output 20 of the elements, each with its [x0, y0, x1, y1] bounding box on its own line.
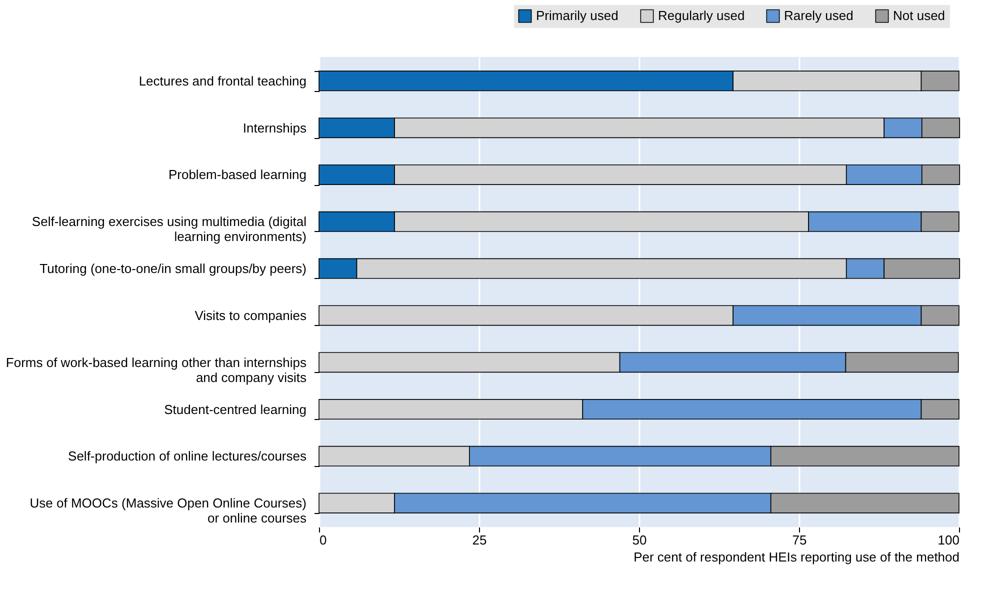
y-tick-label: Internships: [242, 120, 307, 136]
y-tick-label: Self-production of online lectures/courses: [68, 448, 307, 464]
y-tick-label: Problem-based learning: [168, 167, 306, 182]
legend-label: Primarily used: [536, 8, 618, 24]
y-tick-label: Self-learning exercises using multimedia (digital learning environments): [32, 214, 307, 244]
y-tick-label: Student-centred learning: [164, 402, 306, 417]
x-tick-label: 25: [472, 532, 487, 548]
y-tick-label: Forms of work-based learning other than internships and company visits: [6, 354, 307, 385]
x-tick-label: 75: [792, 532, 807, 548]
x-tick-label: 0: [320, 532, 327, 548]
y-tick-label: Lectures and frontal teaching: [138, 73, 306, 88]
x-tick-label: 50: [632, 532, 647, 548]
y-tick-label: Use of MOOCs (Massive Open Online Courses) or online courses: [30, 496, 307, 526]
legend-label: Rarely used: [784, 8, 854, 24]
y-tick-label: Visits to companies: [194, 308, 307, 323]
legend-label: Not used: [893, 8, 946, 24]
x-tick-label: 100: [938, 532, 960, 548]
y-tick-label: Tutoring (one-to-one/in small groups/by peers): [40, 261, 306, 276]
legend-label: Regularly used: [658, 8, 745, 24]
x-axis-title: Per cent of respondent HEIs reporting use of the method: [634, 550, 960, 564]
